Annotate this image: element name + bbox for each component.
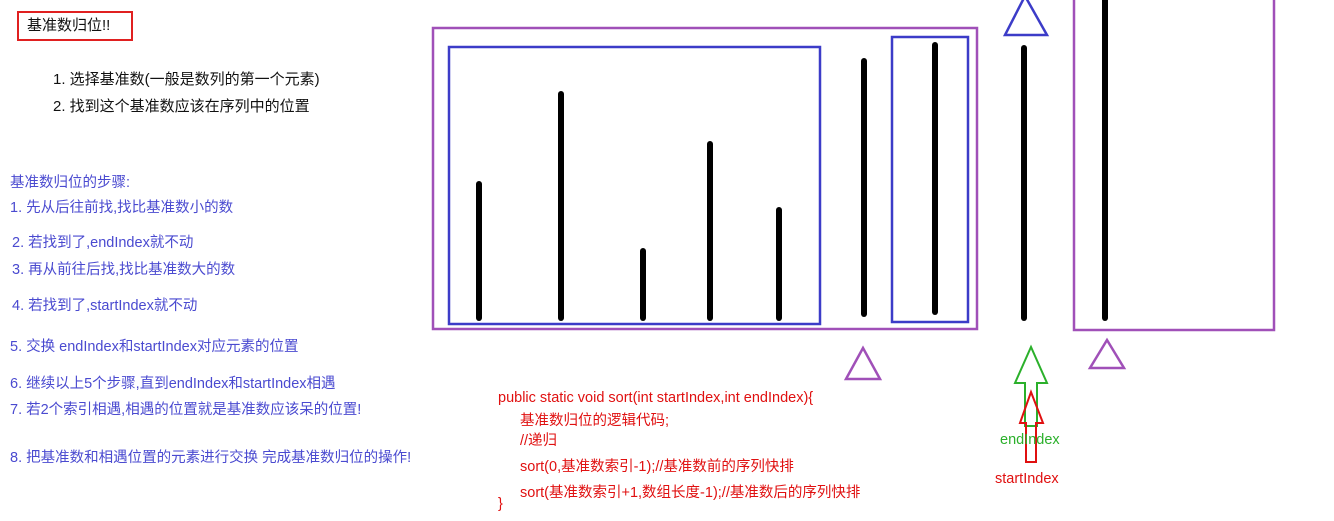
left-partition-box [447, 45, 822, 326]
code-line-sort-right: sort(基准数索引+1,数组长度-1);//基准数后的序列快排 [520, 485, 861, 501]
code-line-close: } [498, 496, 503, 512]
end-index-label: endIndex [1000, 432, 1060, 448]
end-index-arrow-icon [1013, 344, 1049, 427]
step-6: 6. 继续以上5个步骤,直到endIndex和startIndex相遇 [10, 376, 336, 392]
start-index-label: startIndex [995, 471, 1059, 487]
code-line-logic: 基准数归位的逻辑代码; [520, 413, 670, 429]
step-5: 5. 交换 endIndex和startIndex对应元素的位置 [10, 339, 299, 355]
pivot-triangle-right-icon [1087, 337, 1127, 370]
basic-item-1: 1. 选择基准数(一般是数列的第一个元素) [53, 71, 320, 88]
start-index-arrow-icon [1018, 389, 1045, 463]
right-array-box [1072, 0, 1276, 332]
pivot-triangle-icon [843, 345, 883, 381]
code-line-signature: public static void sort(int startIndex,i… [498, 390, 814, 406]
basic-item-2: 2. 找到这个基准数应该在序列中的位置 [53, 98, 310, 115]
steps-heading: 基准数归位的步骤: [10, 175, 131, 191]
code-line-sort-left: sort(0,基准数索引-1);//基准数前的序列快排 [520, 459, 794, 475]
blue-triangle-icon [1002, 0, 1050, 37]
page-title: 基准数归位!! [17, 11, 133, 41]
step-1: 1. 先从后往前找,找比基准数小的数 [10, 200, 234, 216]
step-8: 8. 把基准数和相遇位置的元素进行交换 完成基准数归位的操作! [10, 450, 412, 466]
step-3: 3. 再从前往后找,找比基准数大的数 [12, 262, 236, 278]
code-line-comment: //递归 [520, 433, 558, 449]
step-7: 7. 若2个索引相遇,相遇的位置就是基准数应该呆的位置! [10, 402, 362, 418]
step-2: 2. 若找到了,endIndex就不动 [12, 235, 194, 251]
step-4: 4. 若找到了,startIndex就不动 [12, 298, 198, 314]
outer-array-box [431, 26, 979, 331]
right-partition-box [890, 35, 970, 324]
